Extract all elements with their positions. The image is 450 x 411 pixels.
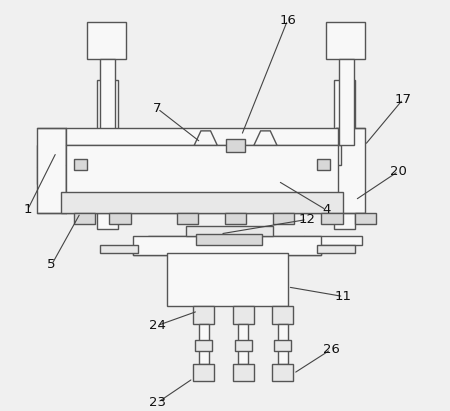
Text: 16: 16 <box>279 14 296 27</box>
Bar <box>66 145 337 213</box>
Text: 5: 5 <box>47 258 56 271</box>
Bar <box>97 80 118 229</box>
Bar <box>196 234 261 245</box>
Bar <box>74 213 95 224</box>
Bar <box>233 364 254 381</box>
Bar <box>339 59 354 145</box>
Bar <box>100 59 115 145</box>
Bar <box>134 236 321 255</box>
Bar <box>272 306 293 323</box>
Bar <box>74 159 87 171</box>
Text: 23: 23 <box>149 396 166 409</box>
Bar <box>278 323 288 364</box>
Bar <box>193 306 214 323</box>
Text: 11: 11 <box>335 290 352 303</box>
Bar <box>288 145 341 164</box>
Bar <box>66 128 337 145</box>
Bar <box>304 236 362 245</box>
Bar <box>233 306 254 323</box>
Text: 1: 1 <box>23 203 32 216</box>
Bar <box>238 323 248 364</box>
Bar <box>167 253 288 306</box>
Bar <box>134 245 321 255</box>
Bar <box>109 213 130 224</box>
Bar <box>37 145 119 166</box>
Text: 7: 7 <box>153 102 162 115</box>
Bar <box>87 22 126 59</box>
Bar <box>326 22 365 59</box>
Bar <box>195 340 212 351</box>
Bar <box>316 159 330 171</box>
Bar <box>37 128 66 213</box>
Bar <box>355 213 376 224</box>
Polygon shape <box>254 131 277 145</box>
Bar <box>66 145 119 164</box>
Bar <box>273 213 294 224</box>
Bar <box>321 213 342 224</box>
Text: 24: 24 <box>149 319 166 332</box>
Text: 20: 20 <box>390 165 407 178</box>
Bar <box>272 364 293 381</box>
Text: 26: 26 <box>323 343 339 356</box>
Polygon shape <box>194 131 217 145</box>
Bar <box>274 340 292 351</box>
Bar <box>336 128 364 213</box>
Bar <box>61 192 342 213</box>
Text: 4: 4 <box>322 203 330 216</box>
Bar <box>186 226 273 236</box>
Bar <box>234 340 252 351</box>
Bar <box>37 166 119 184</box>
Bar <box>316 245 355 253</box>
Text: 17: 17 <box>395 92 412 106</box>
Bar <box>334 80 355 229</box>
Bar <box>226 139 245 152</box>
Bar <box>199 323 209 364</box>
Bar <box>100 245 138 253</box>
Bar <box>148 236 304 245</box>
Bar <box>225 213 246 224</box>
Bar <box>177 213 198 224</box>
Text: 12: 12 <box>298 213 315 226</box>
Bar <box>193 364 214 381</box>
